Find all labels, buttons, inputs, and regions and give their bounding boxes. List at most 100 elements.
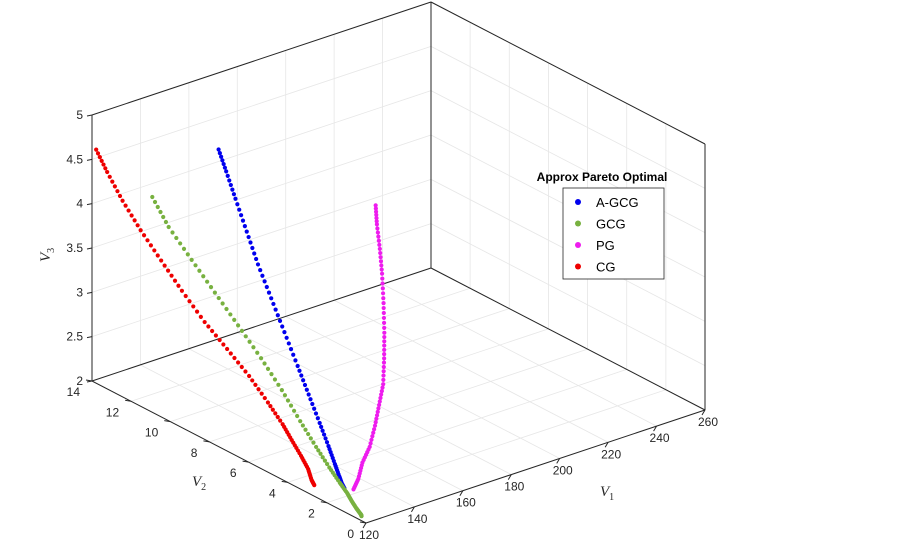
data-point (221, 342, 226, 347)
y-tick-label: 10 (145, 426, 159, 440)
data-point (270, 407, 275, 412)
data-point (197, 268, 202, 273)
data-point (163, 219, 169, 225)
data-point (316, 448, 321, 453)
data-point (273, 307, 278, 312)
data-point (95, 151, 101, 156)
x-axis-label-sub: 1 (609, 492, 614, 503)
data-point (279, 388, 284, 393)
data-point (258, 267, 263, 273)
data-point (306, 392, 311, 397)
data-point (308, 397, 313, 402)
y-tick (242, 460, 249, 463)
data-point (256, 387, 261, 392)
x-tick-label: 180 (504, 480, 524, 494)
data-point (378, 255, 383, 260)
data-series (94, 147, 387, 519)
data-point (155, 204, 160, 210)
x-tick (653, 425, 658, 432)
data-point (176, 283, 181, 288)
data-point (381, 369, 386, 374)
data-point (297, 368, 302, 373)
legend-entry-gcg: GCG (575, 217, 626, 232)
legend-marker (575, 220, 581, 227)
data-point (315, 416, 320, 421)
data-point (375, 230, 380, 235)
data-point (165, 268, 171, 273)
grid-line-y-floor (209, 328, 549, 443)
y-tick (125, 399, 132, 402)
data-point (107, 174, 112, 179)
data-point (269, 372, 274, 377)
data-point (242, 224, 247, 229)
data-point (99, 158, 104, 163)
data-point (247, 339, 252, 344)
data-point (243, 334, 248, 339)
data-point (239, 213, 244, 218)
data-point (253, 382, 258, 387)
grid-line-y-floor (326, 389, 666, 504)
data-point (219, 154, 224, 159)
data-point (378, 250, 383, 256)
grid-line-x-floor (382, 283, 657, 427)
legend-label: PG (596, 238, 615, 253)
data-point (150, 194, 155, 200)
y-tick-label: 14 (67, 385, 81, 399)
data-point (379, 271, 385, 276)
data-point (262, 395, 267, 401)
data-point (382, 334, 387, 340)
data-point (126, 208, 131, 213)
data-point (367, 444, 372, 449)
data-point (374, 416, 379, 421)
data-point (286, 341, 291, 346)
data-point (378, 259, 384, 264)
data-point (201, 274, 206, 279)
data-point (276, 382, 281, 387)
data-point (381, 373, 386, 378)
data-point (381, 320, 387, 325)
data-point (231, 192, 237, 197)
x-tick (362, 522, 367, 529)
data-point (262, 279, 267, 284)
data-point (117, 193, 123, 199)
data-point (381, 377, 386, 382)
data-point (300, 423, 305, 428)
data-point (370, 434, 375, 439)
data-point (132, 218, 137, 223)
data-point (302, 382, 308, 388)
data-point (382, 347, 387, 352)
data-point (198, 314, 203, 319)
x-tick (701, 409, 706, 416)
data-point (314, 444, 319, 450)
grid-line-x-floor (188, 348, 464, 492)
data-point (225, 346, 230, 352)
data-point (277, 318, 283, 323)
frame-edge (91, 267, 432, 382)
data-point (94, 147, 99, 152)
legend: Approx Pareto Optimal A-GCG GCG PG CG (537, 170, 667, 280)
data-point (311, 440, 316, 445)
data-point (265, 400, 271, 405)
legend-label: GCG (596, 217, 626, 232)
frame-edge (91, 1, 432, 116)
data-point (295, 363, 300, 369)
data-point (381, 315, 387, 321)
x-tick (556, 458, 561, 464)
data-point (264, 284, 269, 290)
legend-marker (575, 199, 581, 205)
data-point (224, 306, 229, 312)
y-tick (320, 501, 327, 504)
legend-entries: A-GCG GCG PG CG (575, 195, 639, 275)
data-point (379, 392, 384, 397)
data-point (380, 276, 385, 281)
data-point (310, 401, 315, 407)
data-point (252, 251, 257, 256)
data-point (280, 422, 285, 427)
z-tick-label: 2.5 (66, 330, 83, 344)
data-point (222, 165, 228, 170)
data-point (258, 356, 264, 361)
y-tick-label: 6 (230, 466, 237, 480)
data-point (381, 364, 386, 370)
data-point (291, 408, 297, 413)
data-point (152, 199, 158, 205)
